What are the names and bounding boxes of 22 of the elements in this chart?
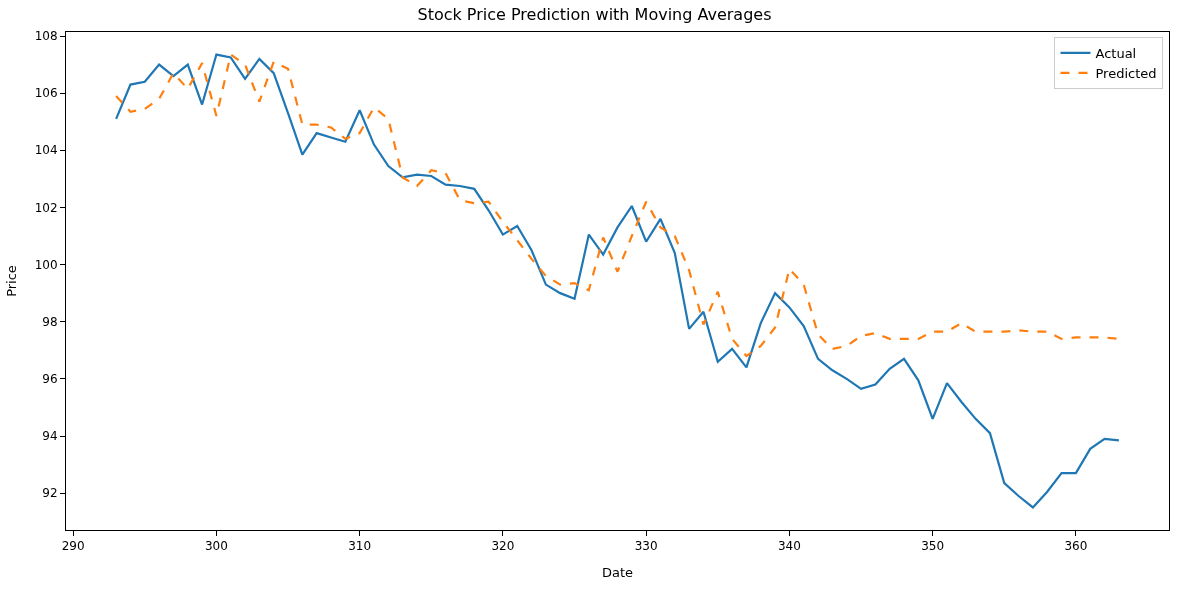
y-tick-label: 100 — [34, 257, 58, 272]
y-tick-label: 98 — [42, 314, 58, 329]
y-tick-label: 106 — [34, 86, 58, 101]
x-tick-label: 320 — [491, 539, 515, 554]
y-tick-label: 96 — [42, 372, 58, 387]
x-tick-label: 310 — [348, 539, 372, 554]
y-tick-label: 92 — [42, 486, 58, 501]
x-axis-title: Date — [601, 565, 634, 580]
chart-title: Stock Price Prediction with Moving Averages — [417, 5, 772, 25]
y-tick-label: 102 — [34, 200, 58, 215]
x-tick-label: 350 — [921, 539, 945, 554]
y-tick-label: 108 — [34, 29, 58, 44]
y-tick-label: 94 — [42, 429, 58, 444]
x-tick-label: 330 — [634, 539, 658, 554]
x-tick-label: 340 — [777, 539, 801, 554]
legend-label: Predicted — [1095, 65, 1157, 81]
legend-label: Actual — [1095, 46, 1137, 61]
x-tick-label: 290 — [61, 539, 85, 554]
y-tick-label: 104 — [34, 143, 58, 158]
x-tick-label: 300 — [204, 539, 228, 554]
x-tick-label: 360 — [1064, 539, 1088, 554]
y-axis-title: Price — [3, 265, 19, 297]
